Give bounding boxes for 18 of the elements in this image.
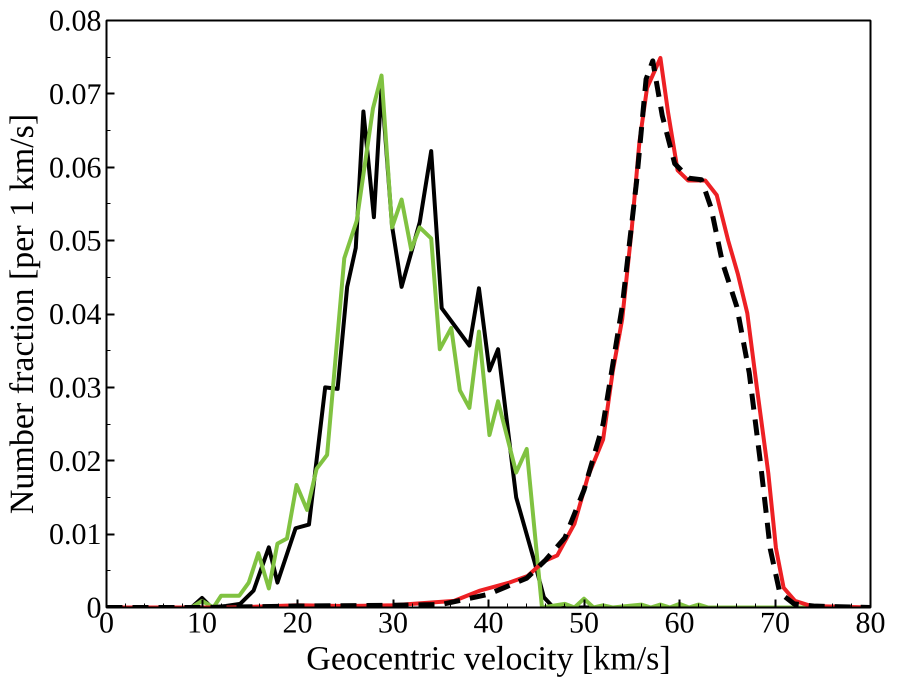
x-tick-label: 80	[856, 606, 886, 640]
y-tick-label: 0.05	[49, 224, 102, 258]
x-tick-label: 60	[664, 606, 694, 640]
y-tick-label: 0.02	[49, 444, 102, 478]
x-tick-label: 70	[760, 606, 790, 640]
y-tick-label: 0.03	[49, 371, 102, 404]
y-axis-title: Number fraction [per 1 km/s]	[4, 114, 41, 514]
x-tick-label: 10	[187, 606, 217, 640]
y-tick-label: 0.04	[49, 298, 102, 331]
y-tick-label: 0.08	[49, 4, 102, 38]
x-axis-title: Geocentric velocity [km/s]	[306, 640, 671, 678]
y-tick-label: 0.01	[49, 518, 102, 552]
x-tick-label: 40	[474, 606, 504, 640]
x-tick-label: 20	[282, 606, 312, 640]
y-tick-label: 0.06	[49, 151, 102, 184]
x-tick-label: 50	[569, 606, 599, 640]
x-tick-label: 30	[378, 606, 408, 640]
y-tick-label: 0.07	[49, 78, 102, 111]
